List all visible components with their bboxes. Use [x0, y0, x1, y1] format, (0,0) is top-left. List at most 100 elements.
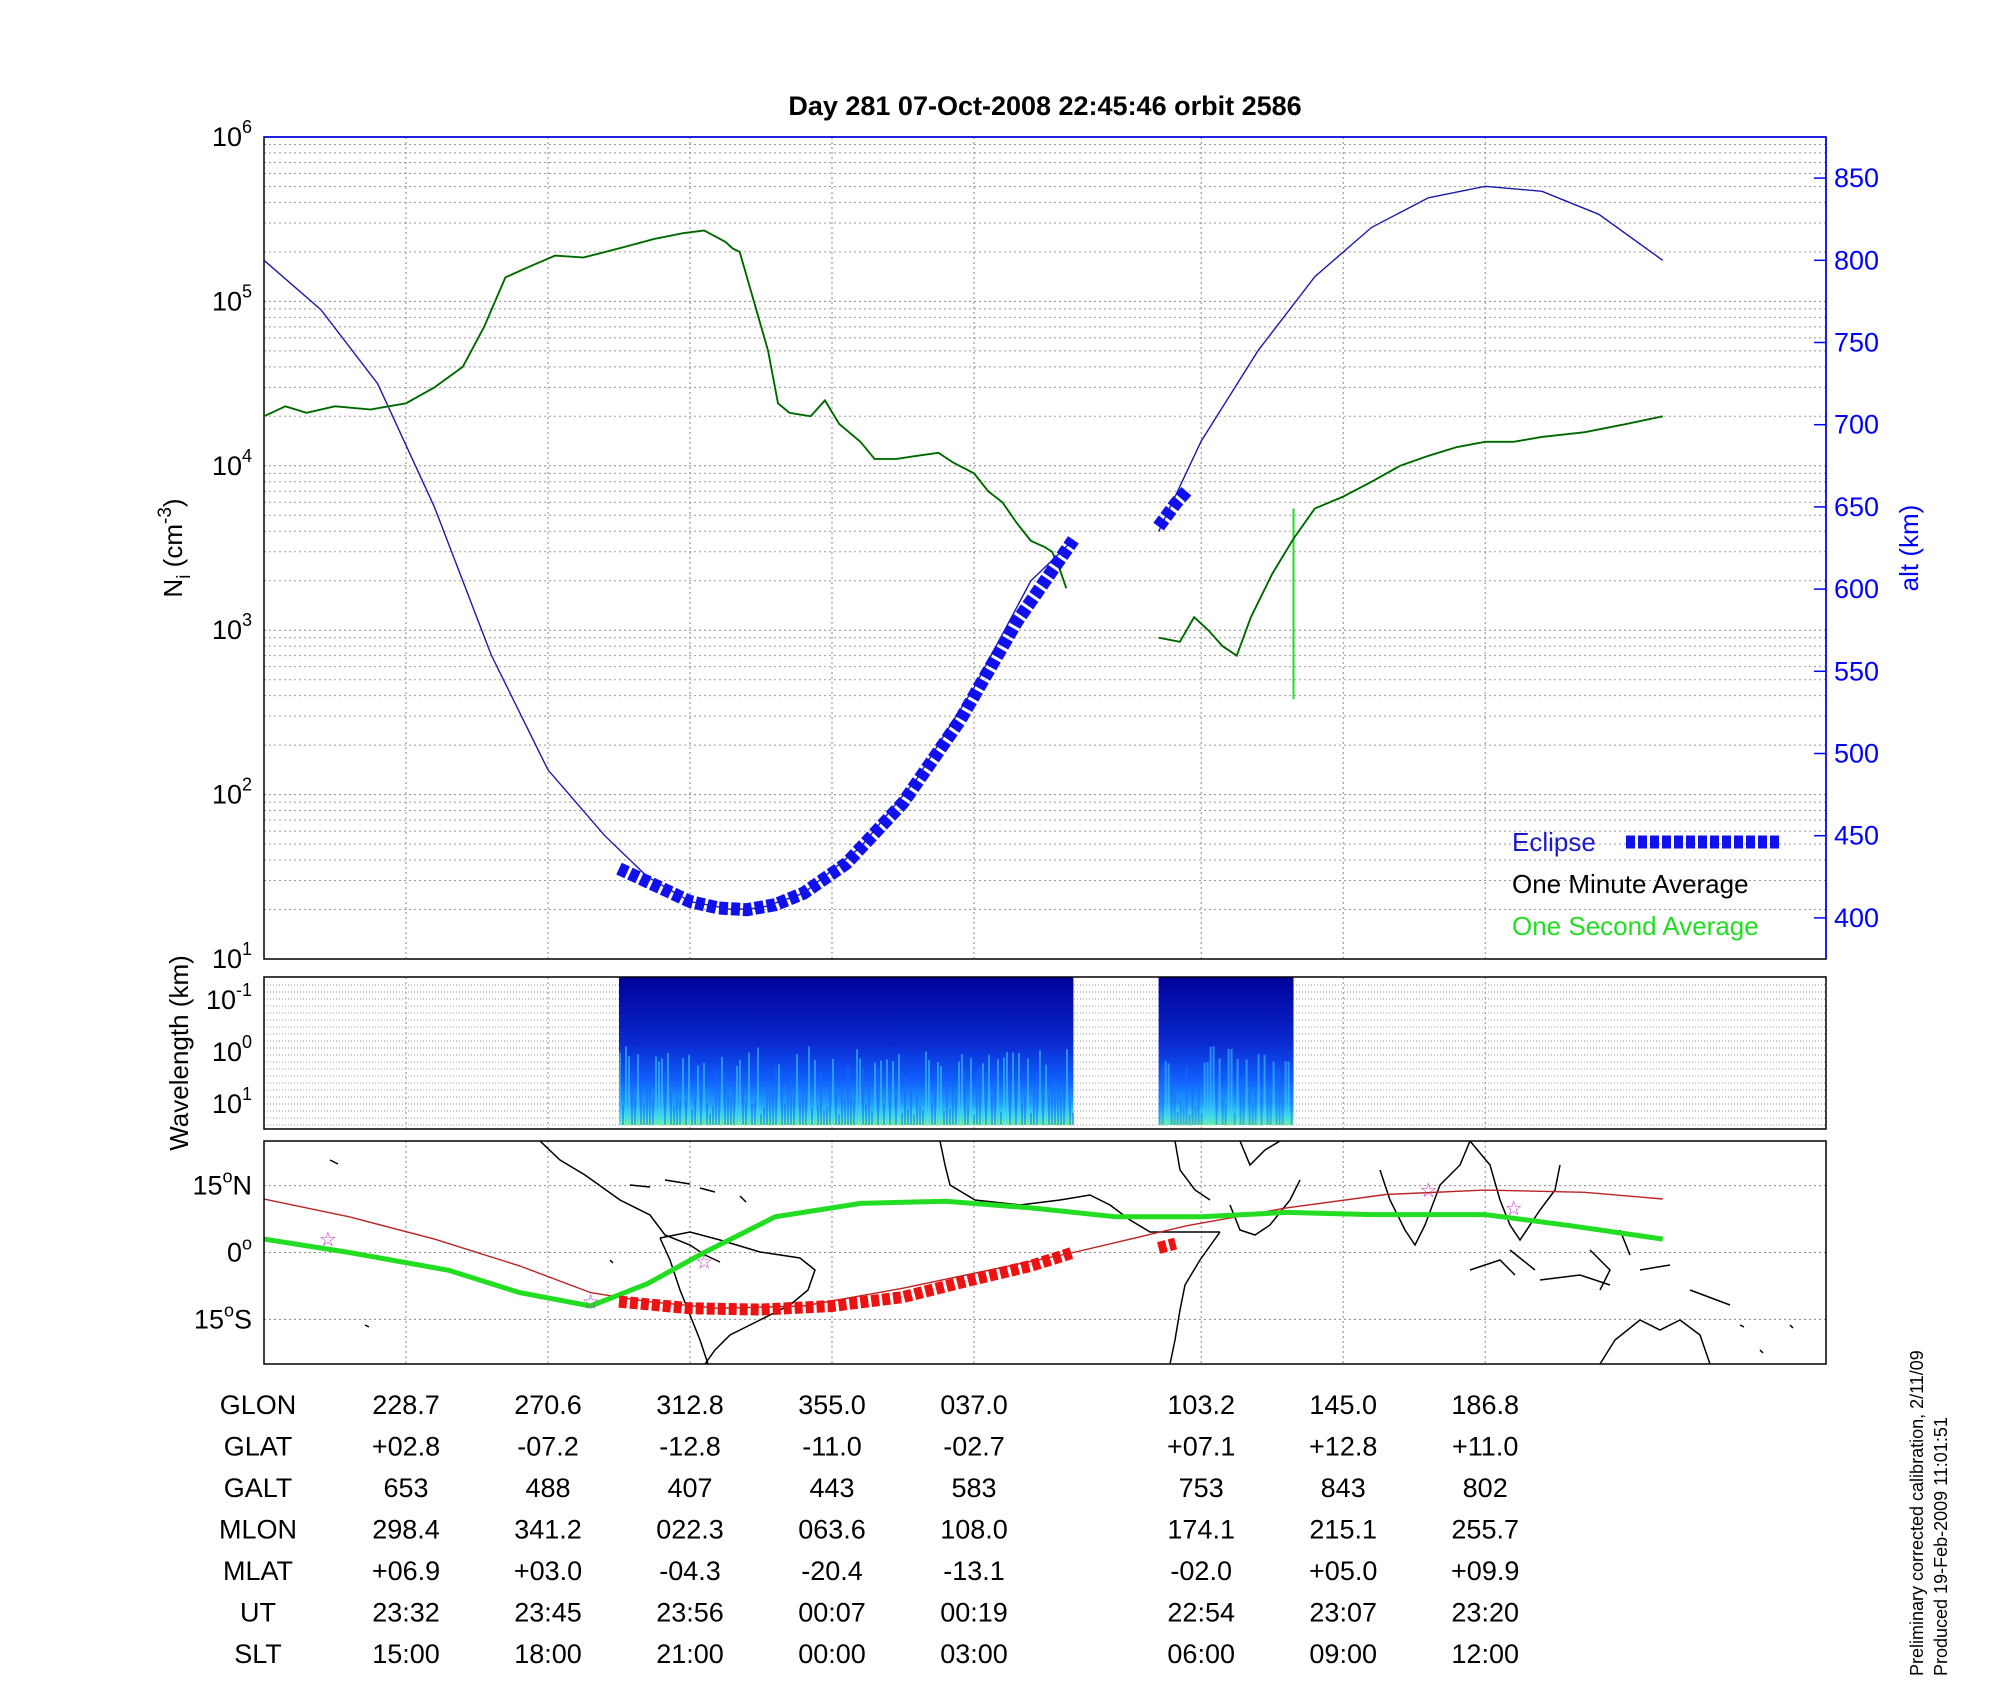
spectrogram-streak [814, 1060, 816, 1125]
ground-track-eclipse-line [1157, 1237, 1178, 1254]
spectrogram-streak [838, 1114, 840, 1125]
table-cell: +03.0 [514, 1556, 582, 1586]
spectrogram-streak [739, 1059, 741, 1125]
spectrogram-streak [955, 1095, 957, 1125]
spectrogram-streak [655, 1056, 657, 1125]
spectrogram-streak [973, 1114, 975, 1125]
spectrogram-streak [772, 1089, 774, 1125]
spectrogram-streak [808, 1046, 810, 1125]
ground-track-line [264, 1198, 1664, 1309]
spectrogram-streak [877, 1068, 879, 1125]
legend-one-second-label: One Second Average [1512, 911, 1759, 941]
table-cell: +05.0 [1309, 1556, 1377, 1586]
spectrogram-streak [802, 1082, 804, 1125]
table-cell: +02.8 [372, 1432, 440, 1462]
spectrogram-streak [817, 1105, 819, 1125]
spectrogram-streak [982, 1063, 984, 1125]
table-cell: 653 [383, 1473, 428, 1503]
table-cell: 802 [1463, 1473, 1508, 1503]
spectrogram-streak [1263, 1054, 1266, 1125]
spectrogram-streak [850, 1097, 852, 1125]
altitude-y-ticks: 400 450 500 550 600 650 700 750 800 850 [1814, 163, 1879, 933]
spectrogram-streak [874, 1062, 876, 1125]
spectrogram-streak [994, 1078, 996, 1125]
ground-track-eclipse-series [618, 1237, 1178, 1316]
altitude-line [264, 259, 1074, 911]
spectrogram-streak [1009, 1084, 1011, 1125]
spectrogram-streak [949, 1108, 951, 1125]
chart-title: Day 281 07-Oct-2008 22:45:46 orbit 2586 [788, 91, 1301, 121]
spectrogram-streak [1245, 1059, 1248, 1125]
spectrogram-streak [688, 1054, 690, 1125]
table-cell: 583 [951, 1473, 996, 1503]
spectrogram-streak [1281, 1082, 1284, 1125]
table-row-label: MLAT [223, 1556, 293, 1586]
spectrogram-streak [916, 1094, 918, 1125]
table-cell: 753 [1179, 1473, 1224, 1503]
eclipse-line [616, 536, 1079, 917]
spectrogram-streak [757, 1047, 759, 1125]
spectrogram-streak [679, 1100, 681, 1125]
ground-track-series [264, 1198, 1664, 1309]
spectrogram-streak [799, 1097, 801, 1125]
southeast-asia-coast [1469, 1141, 1561, 1242]
spectrogram-streak [1191, 1076, 1194, 1125]
spectrogram-streak [619, 1052, 621, 1125]
spectrogram-streak [634, 1098, 636, 1125]
spectrogram-blocks [619, 977, 1294, 1125]
density-tick-label: 104 [212, 446, 252, 481]
magnetic-equator-line [264, 1189, 1663, 1310]
table-cell: 00:00 [798, 1639, 866, 1669]
spectrogram-streak [898, 1054, 900, 1125]
spectrogram-streak [787, 1086, 789, 1125]
table-cell: 355.0 [798, 1390, 866, 1420]
star-markers: ☆ ☆ ☆ ☆ ☆ [319, 1180, 1523, 1314]
spectrogram-streak [1182, 1106, 1185, 1125]
spectrogram-streak [1236, 1058, 1239, 1125]
spectrogram-streak [631, 1076, 633, 1125]
table-cell: -12.8 [659, 1432, 721, 1462]
map-panel: ☆ ☆ ☆ ☆ ☆ 15oN 0o 15oS [192, 1140, 1827, 1365]
table-cell: 063.6 [798, 1515, 866, 1545]
calibration-note: Preliminary corrected calibration, 2/11/… [1907, 1350, 1927, 1676]
table-row-label: GLAT [224, 1432, 293, 1462]
india-coast [1379, 1141, 1471, 1247]
spectrogram-streak [841, 1087, 843, 1125]
table-cell: 23:07 [1309, 1598, 1377, 1628]
spectrogram-streak [706, 1103, 708, 1125]
spectrogram-streak [664, 1072, 666, 1125]
spectrogram-streak [685, 1100, 687, 1125]
spectrogram-streak [769, 1086, 771, 1125]
spectrogram-streak [760, 1113, 762, 1125]
one-second-average-series [264, 229, 1663, 700]
table-cell: 843 [1321, 1473, 1366, 1503]
table-cell: -02.7 [943, 1432, 1005, 1462]
spectrogram-streak [1233, 1113, 1236, 1125]
density-axis-label: Ni (cm-3) [155, 498, 195, 597]
table-cell: 037.0 [940, 1390, 1008, 1420]
table-cell: 022.3 [656, 1515, 724, 1545]
table-cell: 06:00 [1167, 1639, 1235, 1669]
spectrogram-streak [1290, 1087, 1293, 1125]
australia-coast [1599, 1319, 1711, 1364]
table-cell: 23:20 [1451, 1598, 1519, 1628]
table-cell: -13.1 [943, 1556, 1005, 1586]
spectrogram-streak [781, 1090, 783, 1125]
arabia-coast [1229, 1179, 1301, 1236]
spectrogram-streak [1284, 1061, 1287, 1125]
table-cell: 09:00 [1309, 1639, 1377, 1669]
spectrogram-streak [829, 1082, 831, 1125]
spectrogram-streak [1209, 1046, 1212, 1125]
spectrogram-streak [865, 1104, 867, 1125]
spectrogram-frame [263, 976, 1827, 1130]
spectrogram-streak [625, 1046, 627, 1125]
spectrogram-streak [1215, 1077, 1218, 1125]
legend-one-minute-label: One Minute Average [1512, 869, 1749, 899]
spectrogram-streak [958, 1061, 960, 1125]
spectrogram-streak [832, 1058, 834, 1125]
table-cell: 22:54 [1167, 1598, 1235, 1628]
spectrogram-streak [1045, 1064, 1047, 1125]
legend-eclipse-label: Eclipse [1512, 827, 1596, 857]
spectrogram-streak [1179, 1100, 1182, 1125]
